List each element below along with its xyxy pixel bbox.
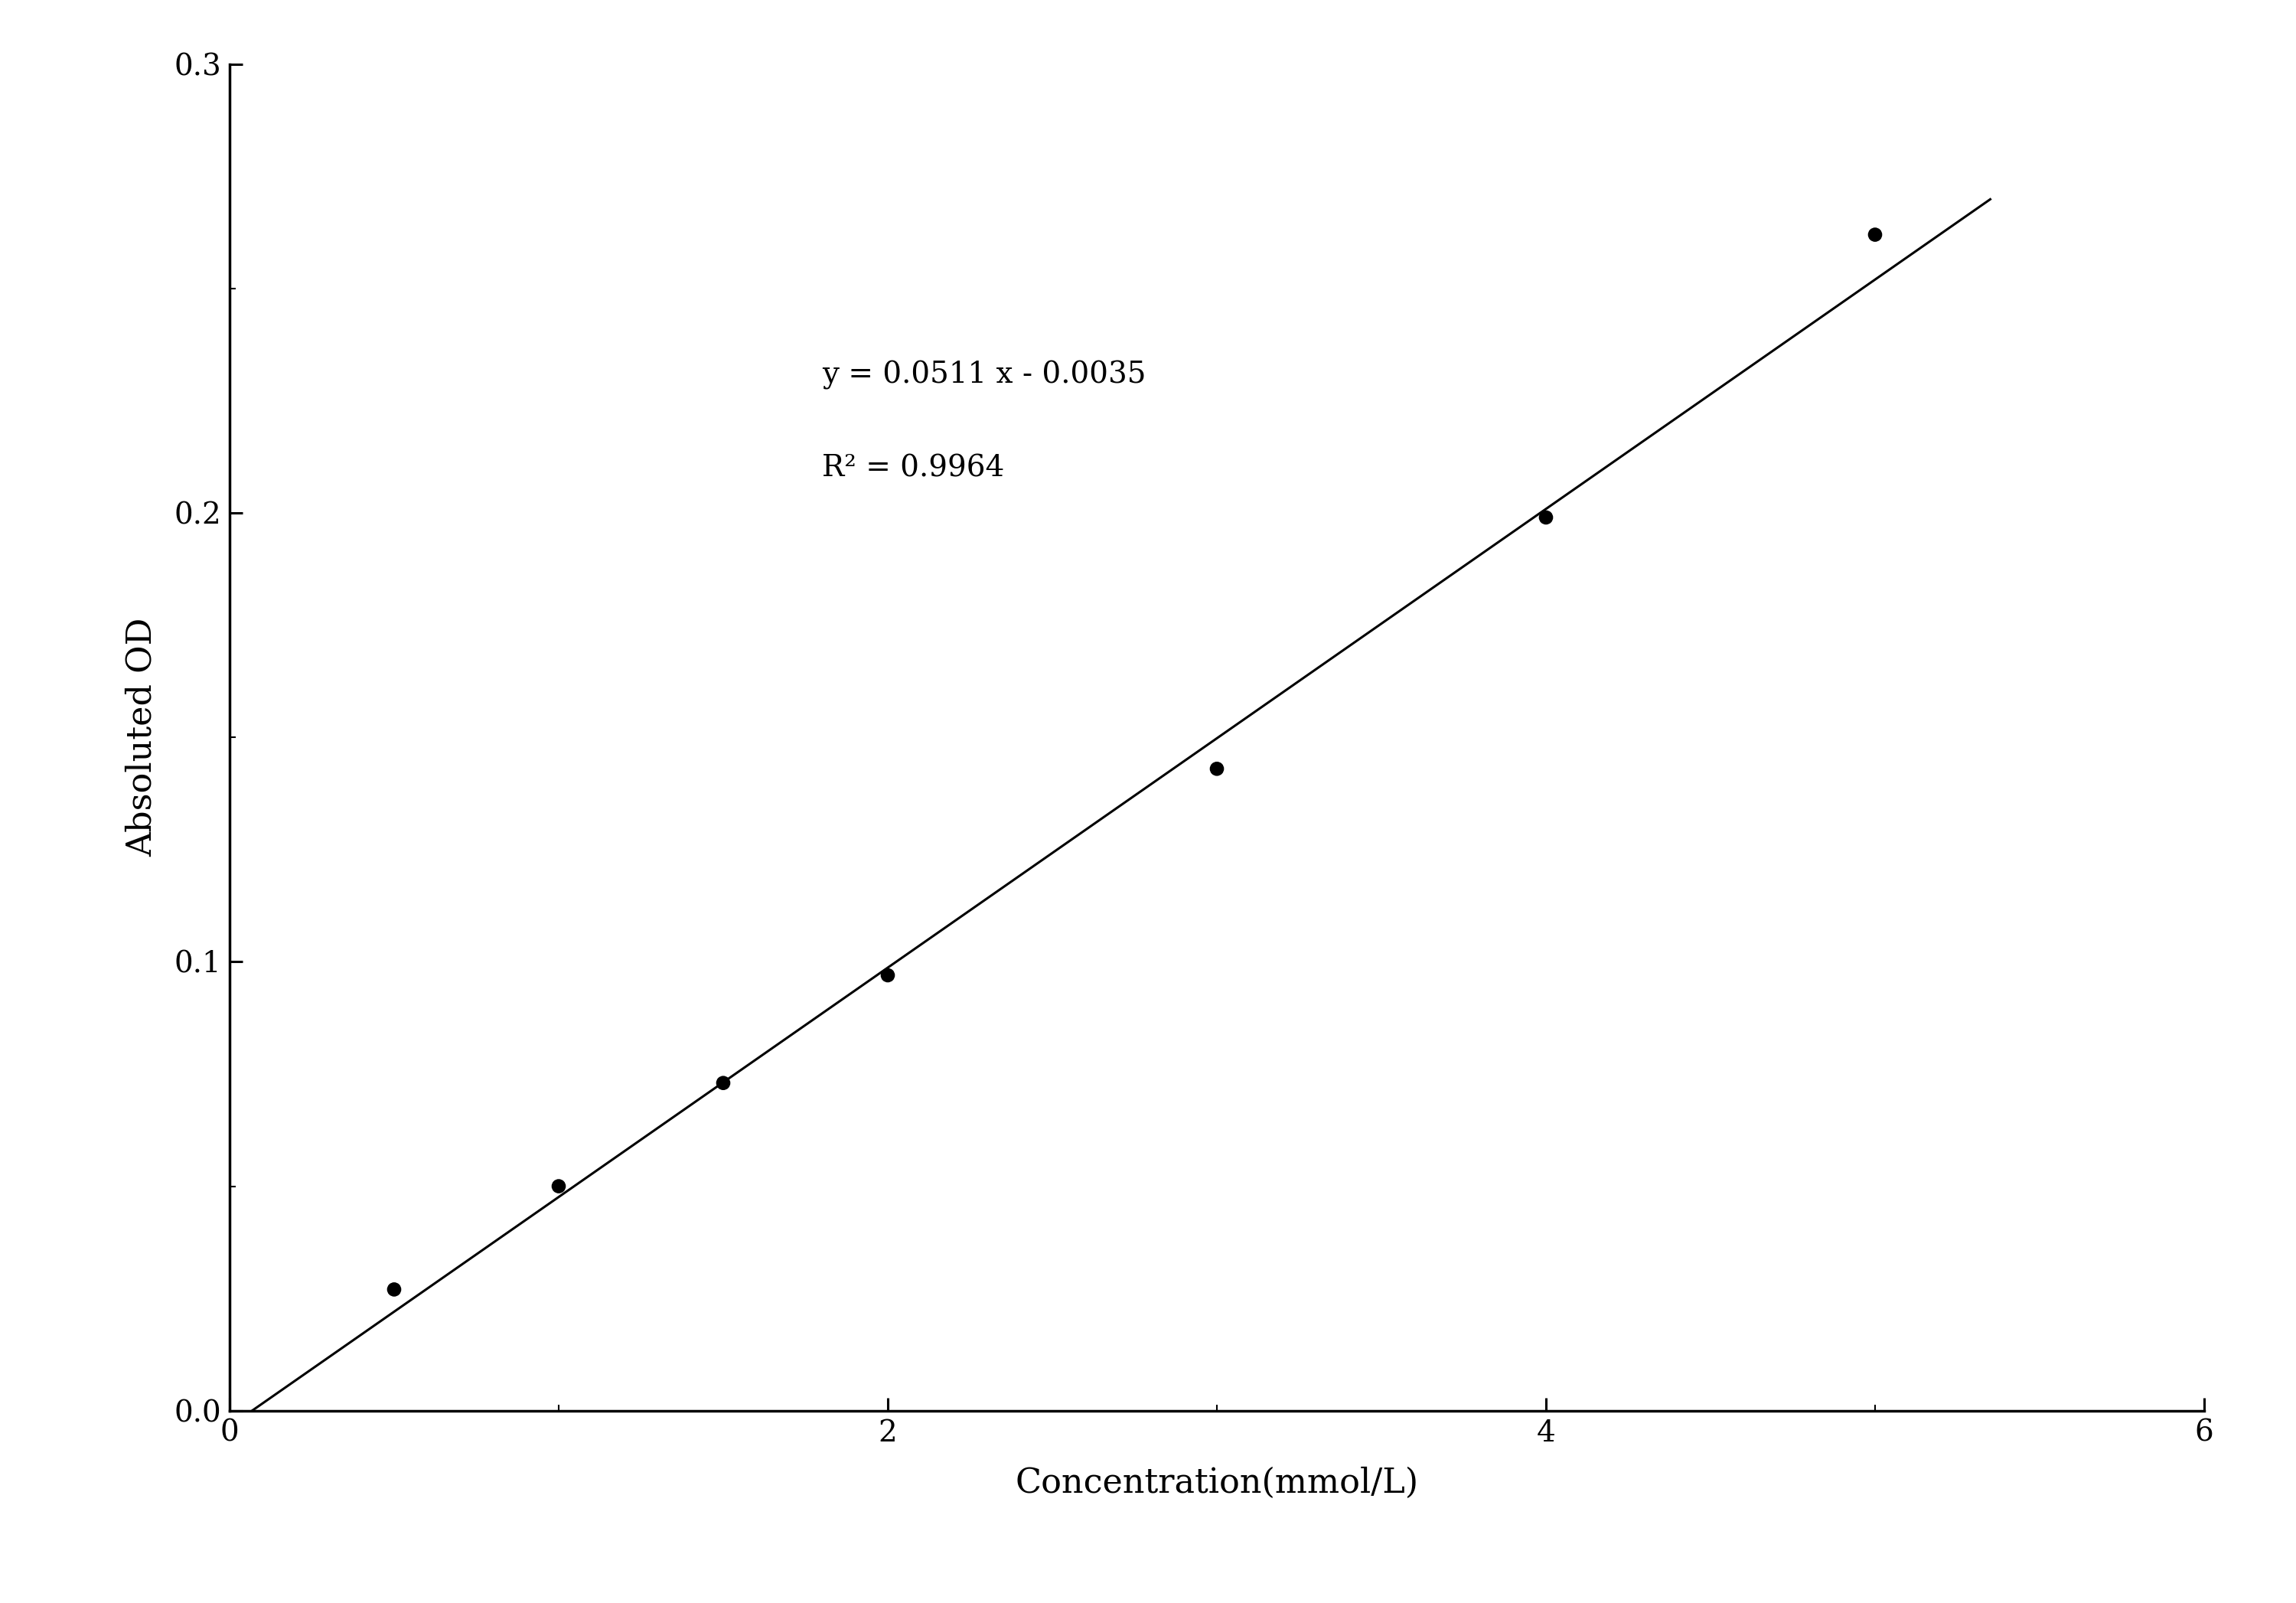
Point <box>1857 221 1894 247</box>
Point <box>1527 505 1564 531</box>
X-axis label: Concentration(mmol/L): Concentration(mmol/L) <box>1015 1467 1419 1500</box>
Point <box>870 962 907 987</box>
Y-axis label: Absoluted OD: Absoluted OD <box>124 617 158 858</box>
Point <box>1199 757 1235 782</box>
Text: y = 0.0511 x - 0.0035: y = 0.0511 x - 0.0035 <box>822 361 1146 390</box>
Point <box>540 1173 576 1199</box>
Text: R² = 0.9964: R² = 0.9964 <box>822 455 1003 483</box>
Point <box>377 1276 413 1302</box>
Point <box>705 1071 742 1096</box>
